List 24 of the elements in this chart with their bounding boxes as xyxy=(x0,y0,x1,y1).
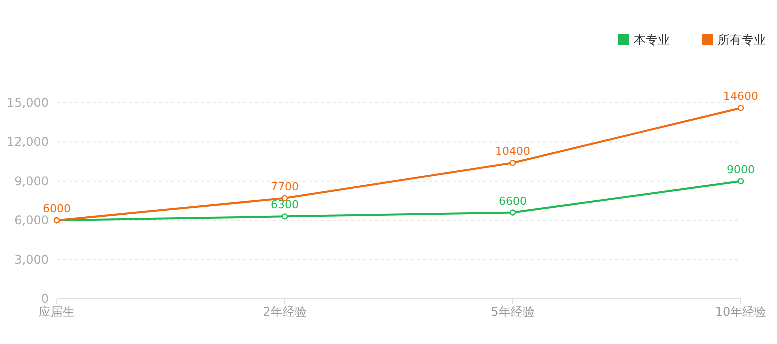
data-label: 6300 xyxy=(271,198,299,212)
y-tick-label: 15,000 xyxy=(7,96,49,110)
point xyxy=(738,178,744,184)
data-label: 9000 xyxy=(727,163,755,176)
legend-label: 本专业 xyxy=(634,33,670,47)
y-tick-label: 0 xyxy=(41,292,49,306)
x-tick-label: 10年经验 xyxy=(715,305,767,319)
y-tick-label: 9,000 xyxy=(14,174,49,188)
data-label: 6600 xyxy=(499,194,527,208)
legend-label: 所有专业 xyxy=(718,33,766,47)
data-label: 10400 xyxy=(496,145,530,158)
point xyxy=(738,105,744,112)
point xyxy=(510,160,516,166)
y-tick-label: 3,000 xyxy=(14,252,49,267)
y-tick-label: 12,000 xyxy=(7,135,49,150)
x-tick-label: 应届生 xyxy=(39,305,75,319)
point xyxy=(510,210,516,216)
data-label: 14600 xyxy=(724,90,758,104)
x-tick-label: 5年经验 xyxy=(491,305,535,319)
point xyxy=(282,214,288,220)
data-label: 7700 xyxy=(271,180,299,194)
data-label: 6000 xyxy=(43,202,71,216)
y-tick-label: 6,000 xyxy=(14,214,49,228)
x-tick-label: 2年经验 xyxy=(263,305,307,319)
